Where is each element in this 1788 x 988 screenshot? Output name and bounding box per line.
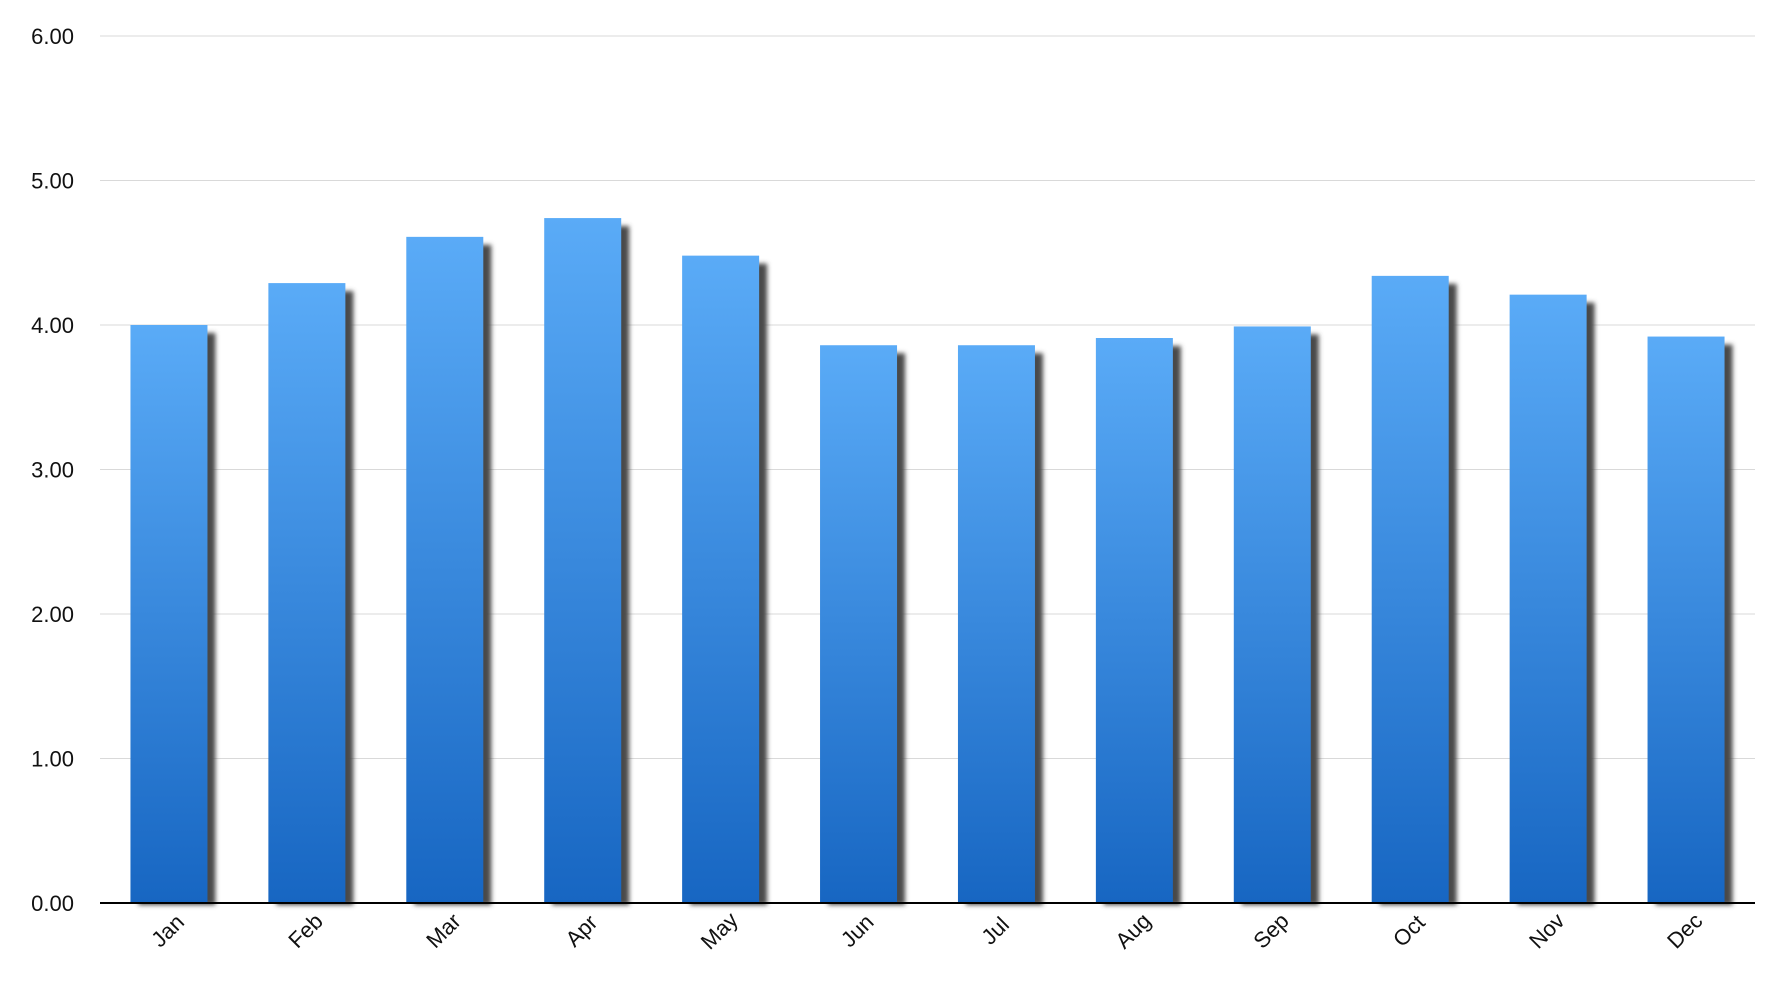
- bar-jun: [820, 345, 898, 904]
- x-tick-label: Dec: [1662, 908, 1707, 953]
- y-tick-label: 5.00: [31, 169, 74, 194]
- bar-mar: [406, 236, 484, 904]
- bar-may: [682, 255, 760, 903]
- bar-apr: [544, 218, 622, 903]
- bar-nov: [1509, 294, 1587, 903]
- bar-jul: [957, 345, 1035, 904]
- bar-jan: [130, 325, 208, 903]
- x-tick-label: Jan: [146, 909, 189, 952]
- y-tick-label: 3.00: [31, 458, 74, 483]
- x-tick-label: Feb: [283, 908, 327, 952]
- bar-feb: [268, 283, 346, 904]
- y-axis-tick-labels: 0.00 1.00 2.00 3.00 4.00 5.00 6.00: [31, 24, 74, 916]
- x-axis-tick-labels: Jan Feb Mar Apr May Jun Jul Aug Sep Oct Nov Dec: [146, 907, 1707, 954]
- x-tick-label: Sep: [1248, 908, 1293, 953]
- x-tick-label: Mar: [421, 908, 465, 952]
- y-tick-label: 2.00: [31, 602, 74, 627]
- y-tick-label: 1.00: [31, 747, 74, 772]
- x-tick-label: May: [696, 907, 743, 954]
- bar-oct: [1371, 275, 1449, 903]
- gridlines: [100, 35, 1755, 759]
- y-tick-label: 4.00: [31, 313, 74, 338]
- y-tick-label: 0.00: [31, 891, 74, 916]
- x-tick-label: Aug: [1110, 908, 1155, 953]
- x-tick-label: Jun: [836, 909, 879, 952]
- bar-shadows: [138, 226, 1733, 906]
- x-tick-label: Jul: [976, 912, 1014, 950]
- bar-sep: [1233, 326, 1311, 903]
- bar-dec: [1647, 336, 1725, 903]
- x-tick-label: Apr: [560, 910, 602, 952]
- bars: [130, 218, 1725, 904]
- y-tick-label: 6.00: [31, 24, 74, 49]
- x-tick-label: Nov: [1524, 908, 1569, 953]
- x-tick-label: Oct: [1388, 910, 1430, 952]
- bar-aug: [1095, 338, 1173, 903]
